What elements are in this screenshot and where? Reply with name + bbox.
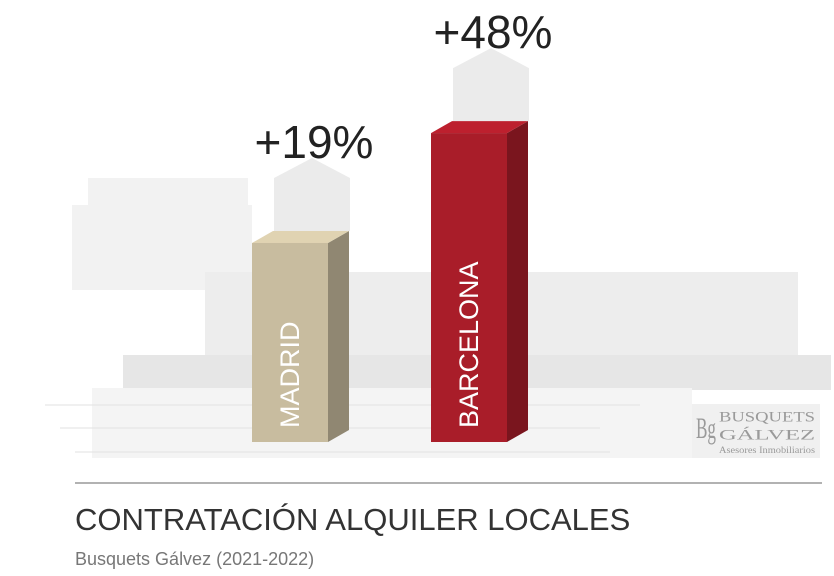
logo-mark: Bg [696, 412, 716, 445]
bar [252, 242, 328, 442]
value-label: +48% [434, 6, 553, 58]
chart-title: CONTRATACIÓN ALQUILER LOCALES [75, 502, 630, 537]
bar-side [328, 230, 349, 442]
logo-surname: GÁLVEZ [719, 426, 815, 443]
value-label: +19% [255, 116, 374, 168]
label-pointer [274, 157, 350, 231]
label-pointer [453, 48, 529, 122]
logo-name: BUSQUETS [719, 409, 815, 425]
logo-tagline: Asesores Inmobiliarios [719, 445, 816, 455]
bar-top [431, 121, 528, 134]
bar-side [507, 121, 528, 442]
bars: MADRID +19% BARCELONA +48% [252, 6, 552, 442]
bar [431, 133, 507, 442]
logo: Bg BUSQUETS GÁLVEZ Asesores Inmobiliario… [692, 404, 820, 458]
chart-subtitle: Busquets Gálvez (2021-2022) [75, 549, 314, 569]
category-label: BARCELONA [454, 261, 484, 428]
bar-top [252, 230, 349, 243]
category-label: MADRID [275, 322, 305, 429]
logo-box [692, 404, 820, 458]
